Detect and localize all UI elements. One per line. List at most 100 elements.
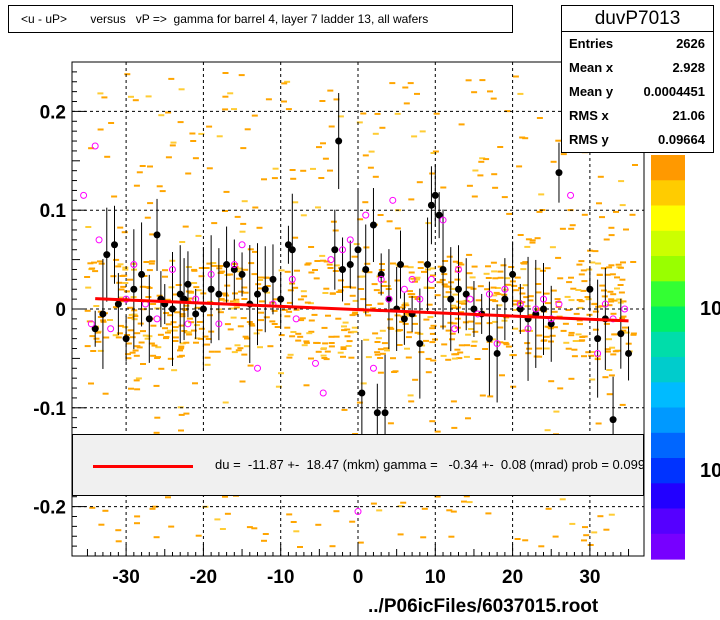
histogram-cell bbox=[504, 110, 511, 113]
open-marker bbox=[601, 300, 609, 308]
histogram-cell bbox=[222, 495, 228, 498]
histogram-cell bbox=[178, 413, 185, 416]
open-marker bbox=[168, 265, 176, 273]
histogram-cell bbox=[400, 501, 407, 504]
histogram-cell bbox=[414, 331, 421, 334]
histogram-cell bbox=[237, 325, 244, 328]
histogram-cell bbox=[335, 317, 342, 320]
histogram-cell bbox=[397, 505, 404, 508]
histogram-cell bbox=[429, 341, 436, 344]
histogram-cell bbox=[370, 307, 377, 310]
histogram-cell bbox=[127, 329, 134, 332]
histogram-cell bbox=[246, 526, 253, 529]
histogram-cell bbox=[487, 395, 494, 398]
histogram-cell bbox=[234, 344, 241, 347]
histogram-cell bbox=[125, 357, 132, 360]
histogram-cell bbox=[472, 330, 479, 333]
histogram-cell bbox=[190, 140, 197, 142]
histogram-cell bbox=[147, 202, 154, 205]
histogram-cell bbox=[544, 267, 551, 270]
histogram-cell bbox=[204, 343, 211, 346]
histogram-cell bbox=[359, 275, 366, 278]
histogram-cell bbox=[516, 165, 523, 168]
histogram-cell bbox=[471, 195, 478, 198]
histogram-cell bbox=[568, 331, 575, 334]
histogram-cell bbox=[611, 299, 618, 302]
histogram-cell bbox=[467, 320, 474, 323]
histogram-cell bbox=[592, 250, 599, 253]
open-marker bbox=[451, 325, 459, 333]
histogram-cell bbox=[374, 341, 381, 343]
histogram-cell bbox=[622, 326, 628, 329]
histogram-cell bbox=[255, 283, 262, 286]
histogram-cell bbox=[472, 169, 479, 172]
histogram-cell bbox=[337, 115, 344, 118]
histogram-cell bbox=[197, 337, 204, 340]
histogram-cell bbox=[357, 541, 364, 544]
histogram-cell bbox=[93, 305, 100, 307]
histogram-cell bbox=[603, 238, 610, 241]
histogram-cell bbox=[464, 344, 471, 347]
profile-point bbox=[435, 211, 443, 219]
histogram-cell bbox=[128, 387, 134, 390]
palette-segment bbox=[651, 180, 685, 207]
histogram-cell bbox=[432, 150, 439, 153]
histogram-cell bbox=[154, 416, 161, 419]
histogram-cell bbox=[262, 533, 269, 535]
histogram-cell bbox=[492, 186, 499, 189]
histogram-cell bbox=[193, 324, 200, 327]
histogram-cell bbox=[137, 322, 144, 325]
histogram-cell bbox=[90, 350, 97, 352]
histogram-cell bbox=[297, 298, 304, 301]
histogram-cell bbox=[379, 263, 385, 265]
histogram-cell bbox=[306, 332, 313, 335]
stat-row-rms-y: RMS y 0.09664 bbox=[562, 128, 713, 152]
histogram-cell bbox=[533, 355, 540, 358]
histogram-cell bbox=[484, 288, 491, 291]
histogram-cell bbox=[609, 273, 616, 276]
histogram-cell bbox=[195, 234, 202, 237]
profile-point bbox=[470, 305, 478, 313]
histogram-cell bbox=[163, 337, 169, 340]
histogram-cell bbox=[154, 307, 161, 310]
histogram-cell bbox=[551, 310, 558, 313]
histogram-cell bbox=[316, 146, 322, 149]
histogram-cell bbox=[117, 324, 124, 327]
profile-point bbox=[145, 315, 153, 323]
histogram-cell bbox=[127, 306, 134, 309]
histogram-cell bbox=[563, 341, 570, 344]
histogram-cell bbox=[449, 332, 456, 335]
profile-point bbox=[331, 246, 339, 254]
histogram-cell bbox=[524, 342, 531, 345]
histogram-cell bbox=[132, 315, 139, 318]
histogram-cell bbox=[620, 315, 627, 318]
open-marker bbox=[319, 389, 327, 397]
histogram-cell bbox=[272, 298, 279, 301]
histogram-cell bbox=[597, 515, 604, 518]
histogram-cell bbox=[203, 267, 210, 269]
histogram-cell bbox=[167, 357, 174, 360]
histogram-cell bbox=[441, 273, 448, 276]
histogram-cell bbox=[518, 329, 525, 332]
histogram-cell bbox=[387, 326, 394, 329]
histogram-cell bbox=[508, 266, 515, 268]
histogram-cell bbox=[456, 357, 463, 360]
histogram-cell bbox=[417, 267, 424, 269]
profile-point bbox=[230, 265, 238, 273]
histogram-cell bbox=[311, 313, 318, 316]
histogram-cell bbox=[134, 522, 140, 525]
histogram-cell bbox=[333, 335, 340, 338]
histogram-cell bbox=[179, 315, 186, 318]
histogram-cell bbox=[323, 287, 330, 290]
histogram-cell bbox=[582, 526, 588, 529]
histogram-cell bbox=[155, 346, 162, 349]
histogram-cell bbox=[374, 353, 381, 356]
histogram-cell bbox=[108, 122, 115, 124]
histogram-cell bbox=[402, 302, 409, 305]
profile-point bbox=[168, 305, 176, 313]
profile-point bbox=[586, 285, 594, 293]
palette-segment bbox=[651, 382, 685, 409]
profile-point bbox=[192, 310, 200, 318]
histogram-cell bbox=[565, 347, 572, 350]
histogram-cell bbox=[231, 351, 238, 354]
